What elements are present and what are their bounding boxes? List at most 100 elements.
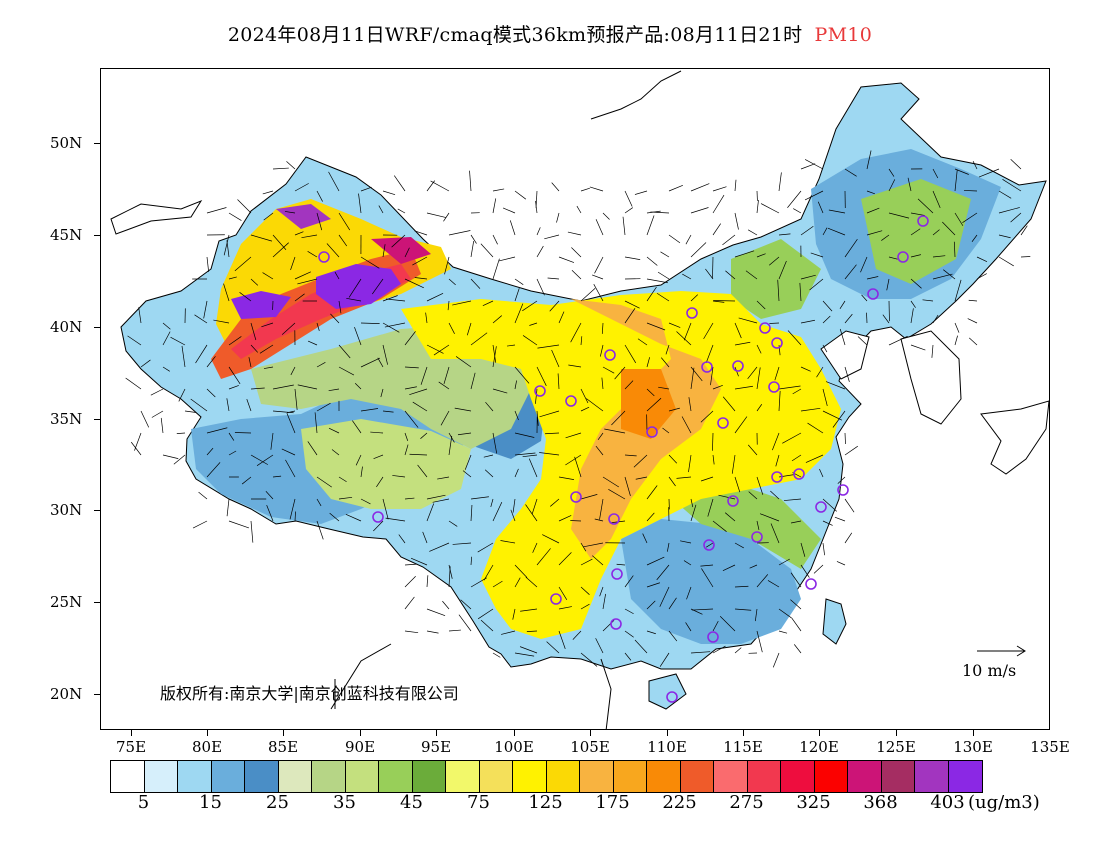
legend-swatch [446,761,480,792]
wind-arrow [580,542,587,552]
wind-arrow [270,432,274,450]
wind-arrow [932,190,941,208]
legend-label: 368 [863,792,898,813]
wind-arrow [206,207,227,214]
wind-arrow [635,476,648,480]
city-marker [771,471,783,483]
legend-label: 5 [137,792,150,813]
wind-arrow [198,491,208,500]
wind-arrow [477,608,494,620]
legend-swatch [144,761,178,792]
wind-arrow [391,234,406,248]
city-marker [759,322,771,334]
wind-arrow [545,432,560,435]
wind-arrow [250,454,269,465]
wind-arrow [778,630,788,634]
wind-arrow [756,404,763,412]
wind-arrow [756,344,762,354]
wind-arrow [976,273,987,280]
wind-arrow [703,322,714,340]
wind-arrow [932,255,946,258]
wind-arrow [290,366,296,376]
wind-arrow [724,512,736,522]
wind-arrow [522,335,538,346]
wind-arrow [767,580,780,588]
wind-arrow [338,344,351,359]
wind-arrow [426,630,439,634]
wind-arrow [592,555,604,566]
wind-arrow [404,563,418,566]
wind-arrow [438,381,450,390]
wind-arrow [316,190,323,202]
city-marker [611,568,623,580]
wind-arrow [316,212,323,231]
legend-label: 225 [662,792,697,813]
wind-arrow [250,344,259,353]
legend-swatch [546,761,580,792]
wind-arrow [528,458,538,478]
wind-arrow [203,300,208,319]
wind-arrow [378,205,384,214]
wind-arrow [514,278,524,285]
wind-arrow [409,388,428,396]
wind-arrow [722,234,736,246]
wind-arrow [601,377,604,390]
wind-arrow [492,198,497,214]
wind-arrow [580,652,598,667]
wind-arrow [338,234,348,247]
wind-arrow [192,520,208,529]
wind-arrow [734,250,755,258]
wind-arrow [385,517,406,522]
wind-arrow [514,564,528,578]
legend-unit: (ug/m3) [968,792,1040,813]
wind-arrow [642,533,648,544]
wind-arrow [404,497,415,500]
wind-arrow [712,645,726,654]
wind-arrow [206,356,216,368]
wind-arrow [206,462,221,478]
wind-arrow [954,169,958,192]
lon-label-105e: 105E [570,738,610,756]
wind-arrow [181,345,186,368]
wind-arrow [688,454,692,473]
wind-arrow [866,207,880,214]
wind-arrow [338,476,347,483]
wind-arrow [551,349,560,368]
wind-arrow [707,498,714,517]
wind-arrow [932,168,939,179]
outline-japan [980,400,1049,475]
wind-arrow [289,498,296,520]
wind-arrow [734,322,742,339]
city-marker [686,307,698,319]
wind-arrow [568,364,582,368]
wind-arrow [580,187,590,192]
wind-arrow [953,241,956,258]
wind-arrow [162,454,179,459]
wind-arrow [580,406,590,412]
wind-arrow [470,234,477,244]
wind-arrow [246,398,252,412]
wind-arrow [470,556,472,566]
wind-arrow [162,322,171,330]
lon-label-85e: 85E [267,738,299,756]
legend-swatch [647,761,681,792]
wind-arrow [910,228,921,236]
wind-arrow [397,208,406,214]
wind-arrow [624,652,632,661]
color-legend [110,760,983,793]
wind-arrow [162,366,170,372]
wind-arrow [738,317,758,324]
wind-arrow [426,212,447,218]
wind-arrow [316,520,324,540]
wind-arrow [572,630,582,640]
wind-arrow [646,600,656,610]
wind-arrow [433,344,450,356]
wind-arrow [316,402,331,412]
city-marker [793,468,805,480]
wind-arrow [804,190,824,201]
wind-arrow [307,441,318,456]
wind-arrow [125,377,142,390]
wind-arrow [580,603,590,610]
wind-arrow [968,337,978,346]
wind-arrow [595,219,604,236]
